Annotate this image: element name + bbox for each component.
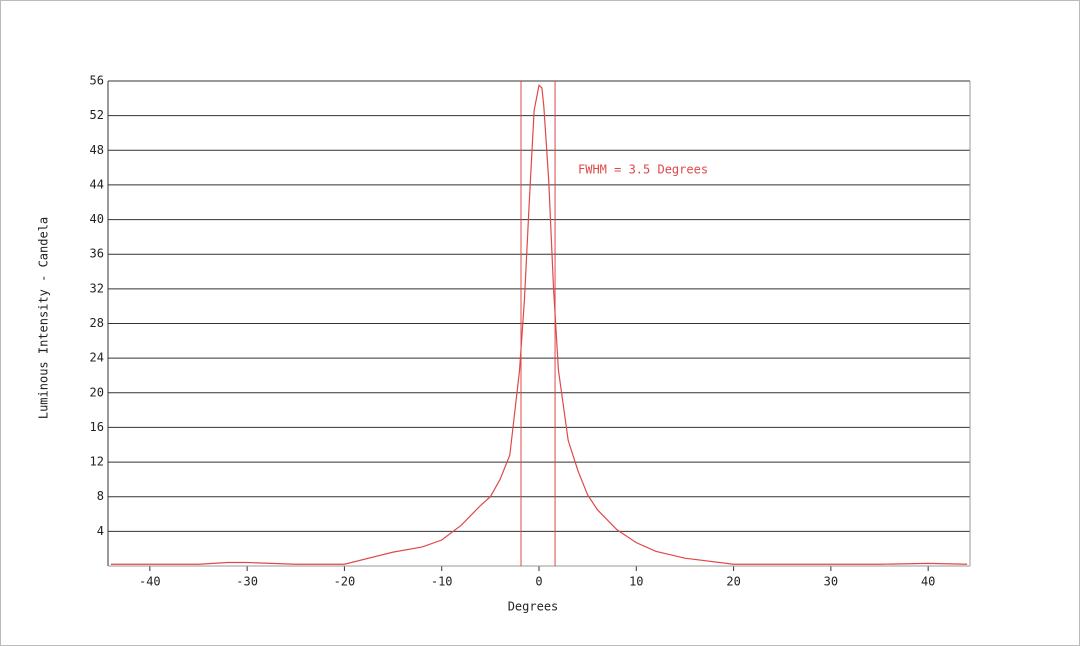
x-tick-label: 20 — [726, 575, 740, 589]
y-tick-label: 36 — [90, 247, 104, 261]
y-tick-label: 20 — [90, 385, 104, 399]
y-tick-label: 52 — [90, 108, 104, 122]
y-tick-label: 4 — [97, 524, 104, 538]
y-tick-label: 8 — [97, 489, 104, 503]
y-tick-label: 44 — [90, 177, 104, 191]
x-tick-label: 40 — [921, 575, 935, 589]
y-tick-label: 40 — [90, 212, 104, 226]
x-tick-label: -40 — [139, 575, 161, 589]
x-tick-label: 30 — [824, 575, 838, 589]
x-tick-label: -30 — [236, 575, 258, 589]
annotation: FWHM = 3.5 Degrees — [578, 163, 708, 177]
y-tick-label: 12 — [90, 455, 104, 469]
data-line — [110, 84, 968, 565]
x-tick-label: 10 — [629, 575, 643, 589]
y-tick-label: 24 — [90, 351, 104, 365]
y-axis-label: Luminous Intensity - Candela — [37, 217, 51, 419]
y-tick-label: 32 — [90, 281, 104, 295]
x-tick-label: 0 — [535, 575, 542, 589]
y-tick-label: 56 — [90, 74, 104, 88]
x-tick-label: -10 — [431, 575, 453, 589]
y-tick-label: 48 — [90, 143, 104, 157]
y-tick-label: 16 — [90, 420, 104, 434]
y-tick-label: 28 — [90, 316, 104, 330]
x-tick-label: -20 — [334, 575, 356, 589]
x-axis-label: Degrees — [508, 600, 559, 614]
